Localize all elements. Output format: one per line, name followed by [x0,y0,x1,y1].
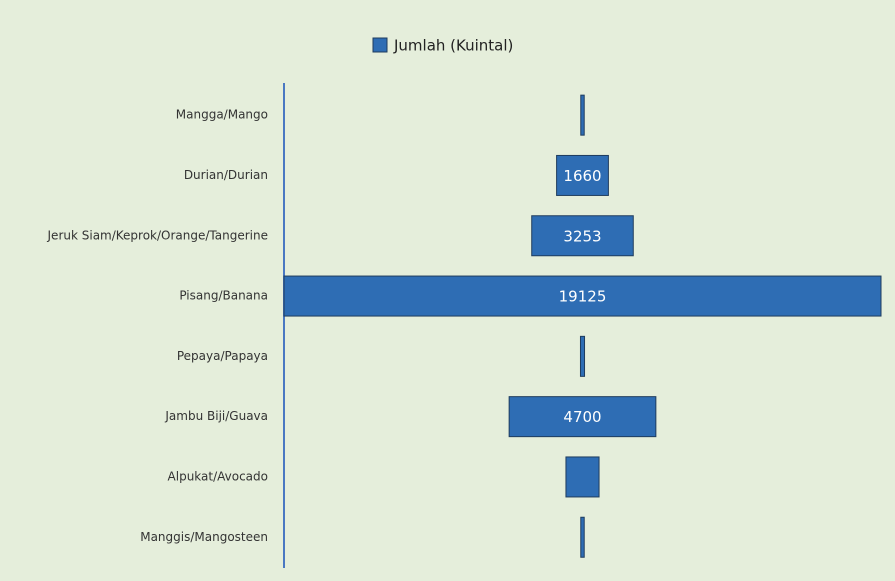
category-label: Durian/Durian [184,168,268,182]
data-label: 4700 [563,408,601,426]
bar [580,516,585,558]
bar [556,154,609,196]
bar [283,275,882,317]
category-label: Pisang/Banana [179,289,268,303]
bar [531,215,634,257]
category-label: Jambu Biji/Guava [164,409,268,423]
bar [508,396,657,438]
bar [580,94,585,136]
category-label: Mangga/Mango [176,108,268,122]
legend-swatch [372,37,388,53]
category-label: Manggis/Mangosteen [140,530,268,544]
legend-label: Jumlah (Kuintal) [393,37,513,55]
category-label: Jeruk Siam/Keprok/Orange/Tangerine [47,228,268,242]
bar [579,335,586,377]
bar [565,456,600,498]
data-label: 1660 [563,167,601,185]
data-label: 3253 [563,227,601,245]
category-label: Pepaya/Papaya [177,349,268,363]
data-label: 19125 [559,288,607,306]
category-label: Alpukat/Avocado [168,469,268,483]
